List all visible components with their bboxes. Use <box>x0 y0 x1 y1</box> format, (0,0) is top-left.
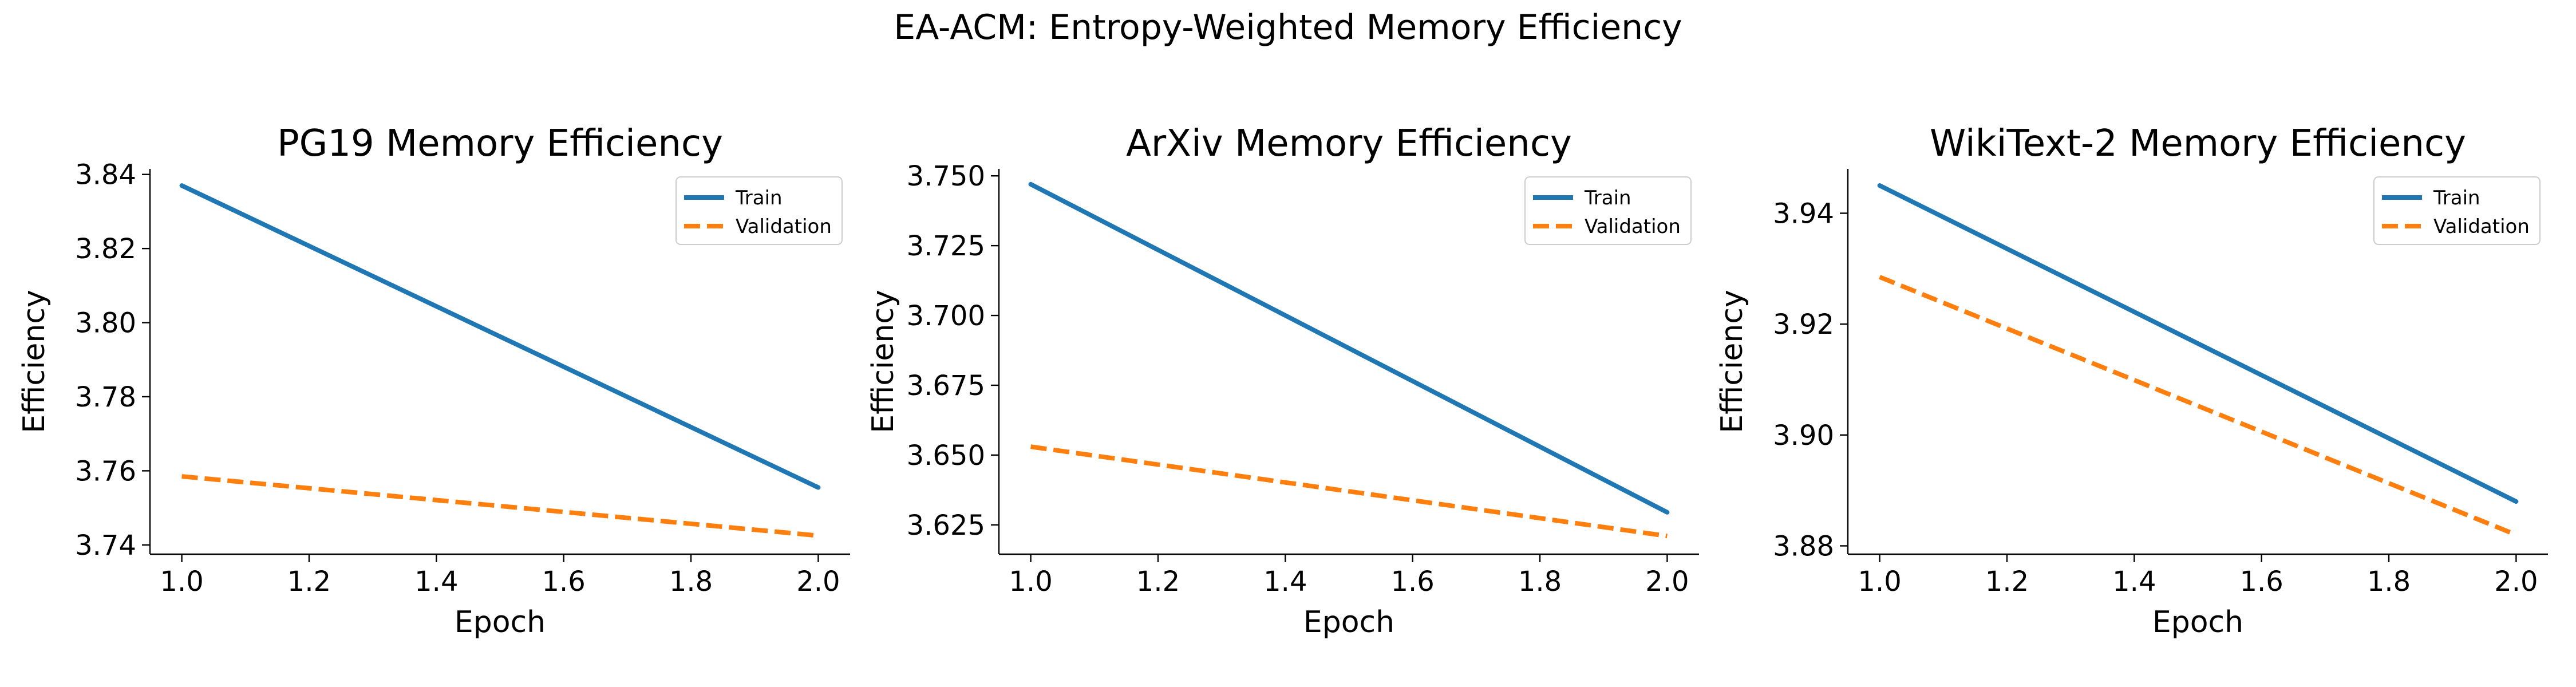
y-axis-label: Efficiency <box>1715 290 1749 433</box>
legend-label-train: Train <box>2433 187 2480 210</box>
legend: Train Validation <box>2373 176 2541 245</box>
y-tick-label: 3.92 <box>1773 309 1834 341</box>
chart-panel-arxiv: ArXiv Memory Efficiency 1.0 1.2 1.4 1.6 1.8 2.… <box>866 123 1699 639</box>
legend-label-train: Train <box>735 187 783 210</box>
legend-label-validation: Validation <box>736 215 832 238</box>
series-line-train <box>179 183 821 490</box>
x-tick-label: 1.2 <box>287 566 331 598</box>
chart-panel-wikitext: WikiText-2 Memory Efficiency 1.0 1.2 1.4 1.6… <box>1715 123 2548 639</box>
legend: Train Validation <box>675 176 843 245</box>
y-tick-label: 3.94 <box>1773 198 1834 230</box>
x-tick-label: 1.2 <box>1136 566 1180 598</box>
x-tick-label: 1.4 <box>1263 566 1307 598</box>
chart-title-wikitext: WikiText-2 Memory Efficiency <box>1930 123 2466 165</box>
chart-title-arxiv: ArXiv Memory Efficiency <box>1126 123 1572 165</box>
y-axis-label: Efficiency <box>866 290 900 433</box>
x-tick-label: 2.0 <box>2494 566 2538 598</box>
x-tick-label: 1.0 <box>1858 566 1901 598</box>
x-axis-label: Epoch <box>1303 605 1394 639</box>
x-axis-label: Epoch <box>2152 605 2243 639</box>
legend-label-validation: Validation <box>1585 215 1681 238</box>
series-line-validation <box>1030 444 1668 539</box>
y-tick-label: 3.625 <box>907 510 985 542</box>
y-tick-label: 3.74 <box>75 530 136 562</box>
legend: Train Validation <box>1524 176 1692 245</box>
x-tick-label: 2.0 <box>796 566 840 598</box>
x-tick-label: 1.8 <box>1518 566 1562 598</box>
y-tick-label: 3.82 <box>75 233 136 265</box>
y-tick-label: 3.78 <box>75 381 136 413</box>
x-tick-label: 1.6 <box>542 566 586 598</box>
series-line-validation <box>1879 275 2517 537</box>
y-tick-label: 3.750 <box>907 160 985 192</box>
y-axis-label: Efficiency <box>17 290 52 433</box>
x-tick-label: 1.6 <box>1391 566 1435 598</box>
x-tick-label: 1.2 <box>1985 566 2029 598</box>
legend-label-train: Train <box>1584 187 1631 210</box>
x-axis-label: Epoch <box>455 605 546 639</box>
chart-title-pg19: PG19 Memory Efficiency <box>277 123 723 165</box>
x-tick-label: 1.0 <box>1009 566 1052 598</box>
y-tick-label: 3.725 <box>907 230 985 262</box>
x-tick-label: 1.0 <box>160 566 203 598</box>
y-tick-label: 3.88 <box>1773 530 1834 562</box>
y-tick-label: 3.84 <box>75 159 136 191</box>
x-tick-label: 1.6 <box>2240 566 2283 598</box>
y-tick-label: 3.650 <box>907 440 985 472</box>
x-tick-label: 2.0 <box>1645 566 1689 598</box>
x-tick-label: 1.8 <box>2367 566 2411 598</box>
series-line-train <box>1877 183 2519 504</box>
y-tick-label: 3.76 <box>75 455 136 487</box>
x-tick-label: 1.4 <box>2112 566 2156 598</box>
x-tick-label: 1.8 <box>669 566 713 598</box>
series-line-validation <box>181 474 819 538</box>
y-tick-label: 3.675 <box>907 370 985 402</box>
series-line-train <box>1028 181 1670 515</box>
y-tick-label: 3.80 <box>75 307 136 339</box>
y-tick-label: 3.700 <box>907 300 985 332</box>
x-tick-label: 1.4 <box>414 566 458 598</box>
legend-label-validation: Validation <box>2433 215 2530 238</box>
chart-panel-pg19: PG19 Memory Efficiency 1.0 1.2 1.4 1.6 1.8 2.0… <box>17 123 850 639</box>
figure-title: EA-ACM: Entropy-Weighted Memory Efficien… <box>894 7 1682 48</box>
y-tick-label: 3.90 <box>1773 420 1834 452</box>
